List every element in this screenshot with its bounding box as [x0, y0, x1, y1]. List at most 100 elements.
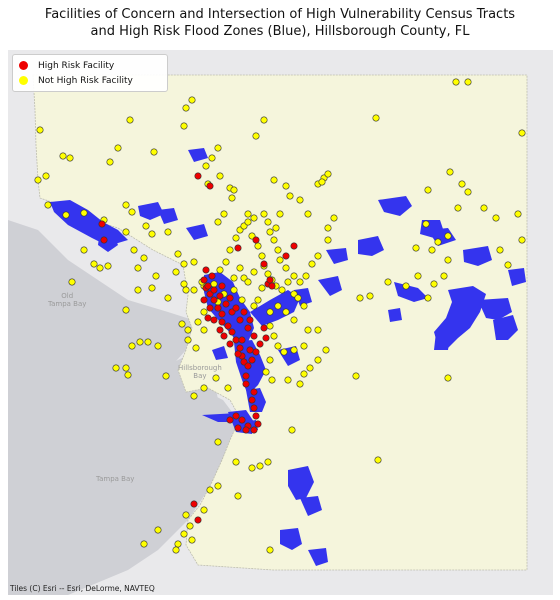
not-high-risk-facility-marker[interactable]	[180, 260, 188, 268]
not-high-risk-facility-marker[interactable]	[318, 178, 326, 186]
high-risk-facility-marker[interactable]	[236, 344, 244, 352]
not-high-risk-facility-marker[interactable]	[422, 220, 430, 228]
high-risk-facility-marker[interactable]	[194, 516, 202, 524]
not-high-risk-facility-marker[interactable]	[188, 536, 196, 544]
not-high-risk-facility-marker[interactable]	[124, 371, 132, 379]
not-high-risk-facility-marker[interactable]	[256, 462, 264, 470]
high-risk-facility-marker[interactable]	[252, 236, 260, 244]
not-high-risk-facility-marker[interactable]	[322, 346, 330, 354]
not-high-risk-facility-marker[interactable]	[446, 168, 454, 176]
not-high-risk-facility-marker[interactable]	[324, 224, 332, 232]
high-risk-facility-marker[interactable]	[244, 362, 252, 370]
high-risk-facility-marker[interactable]	[242, 380, 250, 388]
not-high-risk-facility-marker[interactable]	[300, 302, 308, 310]
not-high-risk-facility-marker[interactable]	[274, 246, 282, 254]
high-risk-facility-marker[interactable]	[228, 328, 236, 336]
not-high-risk-facility-marker[interactable]	[366, 292, 374, 300]
not-high-risk-facility-marker[interactable]	[308, 260, 316, 268]
not-high-risk-facility-marker[interactable]	[106, 158, 114, 166]
not-high-risk-facility-marker[interactable]	[180, 280, 188, 288]
high-risk-facility-marker[interactable]	[98, 220, 106, 228]
not-high-risk-facility-marker[interactable]	[128, 342, 136, 350]
not-high-risk-facility-marker[interactable]	[154, 342, 162, 350]
not-high-risk-facility-marker[interactable]	[266, 356, 274, 364]
not-high-risk-facility-marker[interactable]	[144, 338, 152, 346]
high-risk-facility-marker[interactable]	[216, 292, 224, 300]
high-risk-facility-marker[interactable]	[242, 372, 250, 380]
high-risk-facility-marker[interactable]	[232, 304, 240, 312]
not-high-risk-facility-marker[interactable]	[224, 384, 232, 392]
not-high-risk-facility-marker[interactable]	[278, 286, 286, 294]
high-risk-facility-marker[interactable]	[210, 296, 218, 304]
not-high-risk-facility-marker[interactable]	[184, 336, 192, 344]
not-high-risk-facility-marker[interactable]	[264, 270, 272, 278]
not-high-risk-facility-marker[interactable]	[286, 192, 294, 200]
not-high-risk-facility-marker[interactable]	[59, 152, 67, 160]
not-high-risk-facility-marker[interactable]	[458, 180, 466, 188]
not-high-risk-facility-marker[interactable]	[96, 264, 104, 272]
high-risk-facility-marker[interactable]	[220, 332, 228, 340]
not-high-risk-facility-marker[interactable]	[250, 268, 258, 276]
high-risk-facility-marker[interactable]	[222, 300, 230, 308]
not-high-risk-facility-marker[interactable]	[42, 172, 50, 180]
not-high-risk-facility-marker[interactable]	[192, 344, 200, 352]
not-high-risk-facility-marker[interactable]	[294, 294, 302, 302]
not-high-risk-facility-marker[interactable]	[200, 308, 208, 316]
not-high-risk-facility-marker[interactable]	[222, 258, 230, 266]
high-risk-facility-marker[interactable]	[250, 404, 258, 412]
not-high-risk-facility-marker[interactable]	[244, 278, 252, 286]
not-high-risk-facility-marker[interactable]	[174, 540, 182, 548]
not-high-risk-facility-marker[interactable]	[244, 210, 252, 218]
not-high-risk-facility-marker[interactable]	[272, 224, 280, 232]
not-high-risk-facility-marker[interactable]	[136, 338, 144, 346]
high-risk-facility-marker[interactable]	[248, 356, 256, 364]
high-risk-facility-marker[interactable]	[226, 340, 234, 348]
high-risk-facility-marker[interactable]	[268, 282, 276, 290]
not-high-risk-facility-marker[interactable]	[216, 266, 224, 274]
not-high-risk-facility-marker[interactable]	[148, 284, 156, 292]
not-high-risk-facility-marker[interactable]	[428, 246, 436, 254]
not-high-risk-facility-marker[interactable]	[212, 374, 220, 382]
high-risk-facility-marker[interactable]	[246, 316, 254, 324]
not-high-risk-facility-marker[interactable]	[130, 246, 138, 254]
not-high-risk-facility-marker[interactable]	[290, 316, 298, 324]
high-risk-facility-marker[interactable]	[194, 172, 202, 180]
high-risk-facility-marker[interactable]	[210, 316, 218, 324]
high-risk-facility-marker[interactable]	[218, 310, 226, 318]
high-risk-facility-marker[interactable]	[202, 266, 210, 274]
not-high-risk-facility-marker[interactable]	[122, 228, 130, 236]
not-high-risk-facility-marker[interactable]	[454, 204, 462, 212]
not-high-risk-facility-marker[interactable]	[374, 456, 382, 464]
not-high-risk-facility-marker[interactable]	[324, 170, 332, 178]
high-risk-facility-marker[interactable]	[252, 348, 260, 356]
not-high-risk-facility-marker[interactable]	[258, 252, 266, 260]
high-risk-facility-marker[interactable]	[204, 282, 212, 290]
not-high-risk-facility-marker[interactable]	[150, 148, 158, 156]
not-high-risk-facility-marker[interactable]	[140, 254, 148, 262]
not-high-risk-facility-marker[interactable]	[182, 286, 190, 294]
not-high-risk-facility-marker[interactable]	[122, 201, 130, 209]
not-high-risk-facility-marker[interactable]	[330, 214, 338, 222]
not-high-risk-facility-marker[interactable]	[276, 256, 284, 264]
not-high-risk-facility-marker[interactable]	[244, 218, 252, 226]
high-risk-facility-marker[interactable]	[250, 388, 258, 396]
not-high-risk-facility-marker[interactable]	[314, 356, 322, 364]
not-high-risk-facility-marker[interactable]	[214, 482, 222, 490]
high-risk-facility-marker[interactable]	[210, 286, 218, 294]
high-risk-facility-marker[interactable]	[206, 304, 214, 312]
not-high-risk-facility-marker[interactable]	[430, 280, 438, 288]
high-risk-facility-marker[interactable]	[260, 324, 268, 332]
not-high-risk-facility-marker[interactable]	[270, 332, 278, 340]
high-risk-facility-marker[interactable]	[236, 316, 244, 324]
high-risk-facility-marker[interactable]	[238, 336, 246, 344]
not-high-risk-facility-marker[interactable]	[270, 176, 278, 184]
high-risk-facility-marker[interactable]	[232, 336, 240, 344]
not-high-risk-facility-marker[interactable]	[284, 376, 292, 384]
high-risk-facility-marker[interactable]	[226, 294, 234, 302]
not-high-risk-facility-marker[interactable]	[164, 228, 172, 236]
high-risk-facility-marker[interactable]	[206, 182, 214, 190]
not-high-risk-facility-marker[interactable]	[260, 210, 268, 218]
high-risk-facility-marker[interactable]	[248, 396, 256, 404]
not-high-risk-facility-marker[interactable]	[214, 218, 222, 226]
not-high-risk-facility-marker[interactable]	[200, 326, 208, 334]
